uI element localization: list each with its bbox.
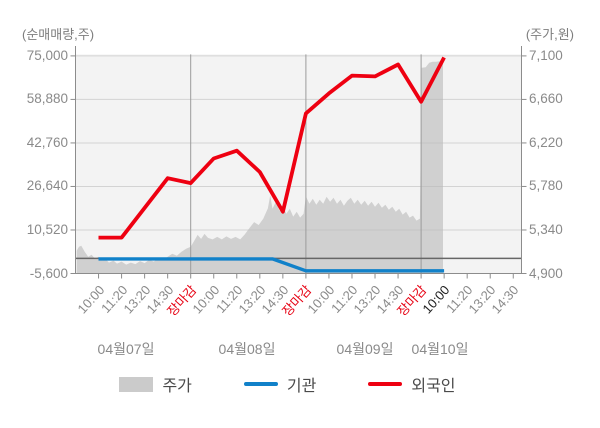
institution-line-series xyxy=(98,257,445,273)
left-axis-tick: 42,760 xyxy=(26,134,68,150)
legend-item-기관: 기관 xyxy=(243,372,317,396)
legend-line-swatch xyxy=(368,382,403,386)
day-label: 04월08일 xyxy=(218,341,276,357)
right-axis-tick: 6,220 xyxy=(529,134,563,150)
legend-line-swatch xyxy=(243,382,278,386)
price-area-series xyxy=(76,61,443,274)
right-axis-tick: 7,100 xyxy=(529,47,563,63)
legend-label: 주가 xyxy=(162,378,192,395)
legend-area-swatch xyxy=(119,376,154,392)
left-axis-tick: 10,520 xyxy=(26,221,68,237)
left-axis-tick: -5,600 xyxy=(29,265,68,281)
left-axis-tick: 58,880 xyxy=(26,91,68,107)
left-axis-unit-label: (순매매량,주) xyxy=(22,27,95,42)
right-axis-unit-label: (주가,원) xyxy=(525,27,574,42)
day-label: 04월09일 xyxy=(336,341,394,357)
right-axis-tick: 6,660 xyxy=(529,91,563,107)
day-label: 04월10일 xyxy=(411,341,469,357)
left-axis-tick: 75,000 xyxy=(26,47,68,63)
foreigner-line-series xyxy=(98,56,446,240)
right-axis-tick: 5,780 xyxy=(529,178,563,194)
right-axis-tick: 4,900 xyxy=(529,265,563,281)
left-axis-tick: 26,640 xyxy=(26,178,68,194)
day-label: 04월07일 xyxy=(97,341,155,357)
right-axis-tick: 5,340 xyxy=(529,221,563,237)
legend-item-주가: 주가 xyxy=(119,372,192,396)
legend-label: 기관 xyxy=(286,378,317,395)
chart-legend: 주가 기관 외국인 xyxy=(0,372,575,396)
legend-item-외국인: 외국인 xyxy=(368,372,456,396)
legend-label: 외국인 xyxy=(411,378,456,395)
